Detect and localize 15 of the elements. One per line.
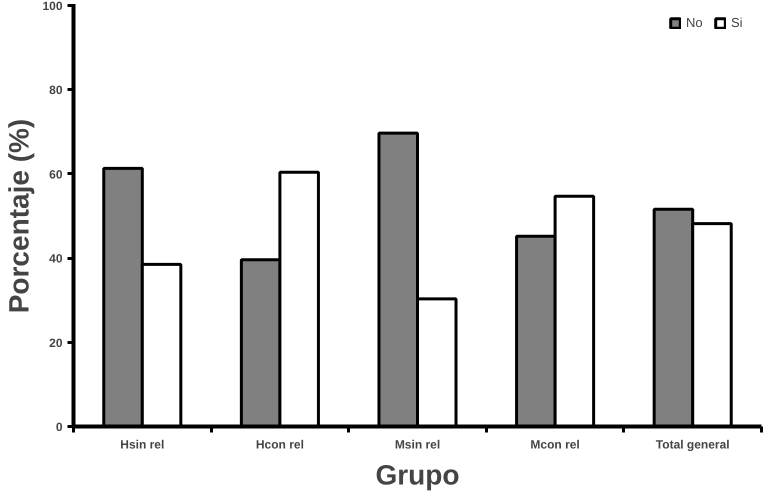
y-tick-label: 40 [49, 252, 63, 266]
x-tick-label: Hcon rel [256, 438, 304, 452]
x-tick-label: Total general [656, 438, 730, 452]
y-tick-label: 60 [49, 167, 63, 182]
legend-label: Si [731, 15, 744, 30]
x-tick-label: Msin rel [394, 438, 440, 452]
x-tick-label: Hsin rel [120, 438, 164, 452]
y-tick-label: 0 [56, 420, 63, 434]
y-axis-title: Porcentaje (%) [3, 118, 34, 314]
legend-label: No [686, 15, 704, 30]
y-tick-label: 80 [49, 83, 63, 98]
x-tick-label: Mcon rel [530, 438, 580, 452]
y-tick-label: 100 [42, 0, 63, 13]
x-axis-title: Grupo [376, 460, 460, 490]
y-tick-label: 20 [49, 336, 63, 350]
